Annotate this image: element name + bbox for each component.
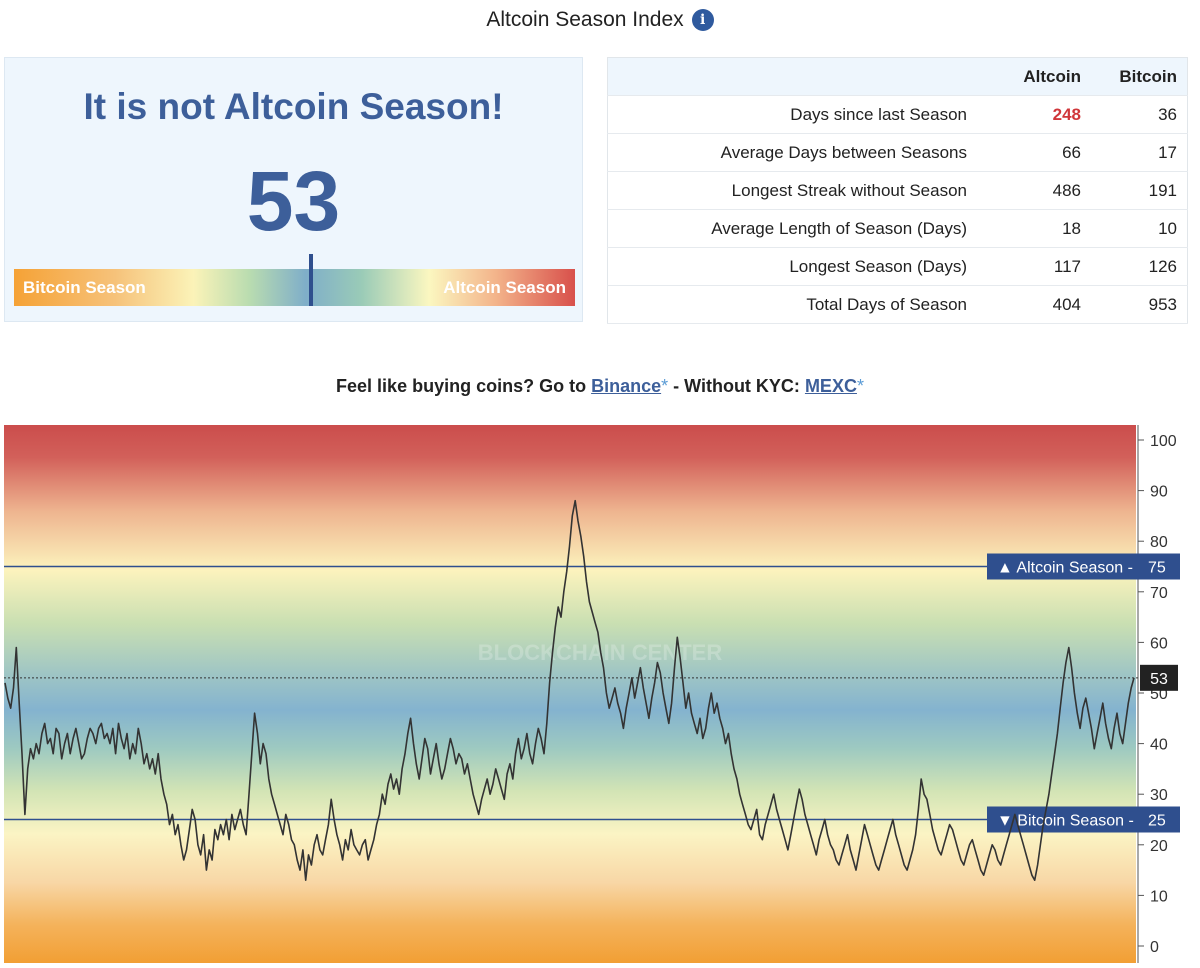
current-value-label: 53	[1140, 664, 1178, 691]
current-value-box	[1140, 664, 1178, 691]
info-icon[interactable]: i	[691, 9, 714, 31]
bitcoin-value: 36	[1081, 95, 1188, 134]
series-line	[4, 499, 1135, 881]
altcoin-value: 486	[977, 171, 1081, 210]
chart-background	[4, 425, 1136, 963]
threshold-label: ▲ Altcoin Season -	[997, 560, 1133, 577]
y-tick-label: 60	[1150, 635, 1168, 652]
row-label: Longest Season (Days)	[607, 247, 977, 286]
table-row: Days since last Season 248 36	[607, 95, 1188, 134]
y-tick-label: 80	[1150, 534, 1168, 551]
altcoin-season-label: Altcoin Season	[443, 278, 566, 297]
row-label: Average Length of Season (Days)	[607, 209, 977, 248]
y-tick-label: 20	[1150, 838, 1168, 855]
y-tick-label: 100	[1150, 433, 1177, 450]
page-header: Altcoin Season Index i	[0, 0, 1200, 40]
table-header-bitcoin: Bitcoin	[1081, 57, 1188, 96]
table-row: Longest Season (Days) 117 126	[607, 247, 1188, 286]
threshold-label: ▼ Bitcoin Season -	[997, 813, 1134, 830]
status-panel: It is not Altcoin Season! 53 Bitcoin Sea…	[4, 57, 583, 322]
season-stats-table: Altcoin Bitcoin Days since last Season 2…	[607, 57, 1188, 324]
table-row: Average Length of Season (Days) 18 10	[607, 209, 1188, 248]
table-header-metric	[607, 57, 977, 96]
table-row: Average Days between Seasons 66 17	[607, 133, 1188, 172]
threshold-label-box	[987, 553, 1180, 580]
bitcoin-season-label: Bitcoin Season	[23, 278, 146, 297]
y-tick-label: 40	[1150, 737, 1168, 754]
binance-link[interactable]: Binance	[591, 376, 662, 396]
threshold-value: 25	[1148, 813, 1166, 830]
bitcoin-value: 126	[1081, 247, 1188, 286]
binance-star: *	[661, 376, 669, 396]
promo-prefix: Feel like buying coins? Go to	[336, 376, 592, 396]
altcoin-value: 117	[977, 247, 1081, 286]
altcoin-season-chart: BLOCKCHAIN CENTER 0 10 20 30 40 50 60 70 80 90 100…	[4, 425, 1194, 963]
row-label: Total Days of Season	[607, 285, 977, 324]
table-header-row: Altcoin Bitcoin	[607, 57, 1188, 96]
bitcoin-value: 10	[1081, 209, 1188, 248]
promo-line: Feel like buying coins? Go to Binance* -…	[0, 376, 1200, 397]
y-tick-label: 70	[1150, 585, 1168, 602]
table-row: Total Days of Season 404 953	[607, 285, 1188, 324]
season-gradient-bar: Bitcoin Season Altcoin Season	[14, 254, 575, 306]
y-tick-label: 30	[1150, 787, 1168, 804]
bitcoin-value: 17	[1081, 133, 1188, 172]
mexc-link[interactable]: MEXC	[804, 376, 857, 396]
altcoin-value: 18	[977, 209, 1081, 248]
page-title: Altcoin Season Index	[486, 8, 684, 31]
table-header-altcoin: Altcoin	[977, 57, 1081, 96]
row-label: Average Days between Seasons	[607, 133, 977, 172]
row-label: Days since last Season	[607, 95, 977, 134]
altcoin-value: 66	[977, 133, 1081, 172]
altcoin-value: 248	[977, 95, 1081, 134]
mexc-star: *	[856, 376, 864, 396]
current-value-text: 53	[1150, 671, 1168, 688]
threshold-value: 75	[1148, 560, 1166, 577]
bitcoin-value: 953	[1081, 285, 1188, 324]
bitcoin-value: 191	[1081, 171, 1188, 210]
index-value: 53	[246, 154, 341, 248]
y-tick-label: 10	[1150, 888, 1168, 905]
chart-svg: BLOCKCHAIN CENTER 0102030405060708090100…	[4, 425, 1180, 963]
promo-middle: - Without KYC:	[668, 376, 805, 396]
y-tick-label: 90	[1150, 484, 1168, 501]
row-label: Longest Streak without Season	[607, 171, 977, 210]
season-status-headline: It is not Altcoin Season!	[83, 86, 504, 127]
table-row: Longest Streak without Season 486 191	[607, 171, 1188, 210]
index-marker	[309, 254, 314, 306]
altcoin-value: 404	[977, 285, 1081, 324]
y-tick-label: 0	[1150, 939, 1159, 956]
